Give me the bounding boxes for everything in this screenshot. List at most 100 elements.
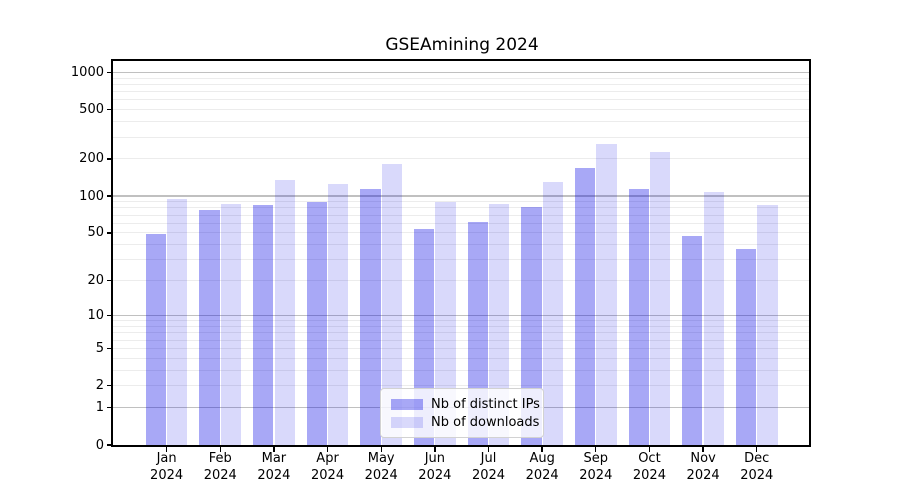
x-tick-label-mar: Mar 2024 bbox=[257, 451, 291, 483]
y-gridline-minor bbox=[113, 77, 809, 79]
bar-distinct-ips-dec bbox=[735, 248, 757, 445]
y-tick-label-200: 200 bbox=[79, 151, 104, 167]
y-gridline-minor bbox=[113, 232, 809, 234]
y-gridline-minor bbox=[113, 357, 809, 359]
legend-item-distinct-ips: Nb of distinct IPs bbox=[391, 397, 540, 412]
bar-distinct-ips-mar bbox=[253, 205, 274, 445]
legend: Nb of distinct IPs Nb of downloads bbox=[380, 388, 544, 438]
x-tick bbox=[702, 447, 704, 452]
y-gridline-minor bbox=[113, 320, 809, 322]
y-tick bbox=[107, 158, 113, 160]
y-tick bbox=[107, 232, 113, 234]
y-tick bbox=[107, 109, 113, 111]
y-gridline-minor bbox=[113, 201, 809, 203]
x-tick-label-apr: Apr 2024 bbox=[311, 451, 345, 483]
y-tick bbox=[107, 280, 113, 282]
bar-distinct-ips-jan bbox=[145, 234, 166, 445]
y-gridline-minor bbox=[113, 339, 809, 341]
x-tick bbox=[541, 447, 543, 452]
y-gridline-minor bbox=[113, 347, 809, 349]
y-gridline-minor bbox=[113, 325, 809, 327]
y-tick bbox=[107, 71, 113, 74]
y-gridline-minor bbox=[113, 121, 809, 123]
x-tick bbox=[595, 447, 597, 452]
x-tick bbox=[434, 447, 436, 452]
legend-swatch-distinct-ips bbox=[391, 399, 423, 410]
bar-downloads-sep bbox=[596, 144, 617, 445]
y-tick bbox=[107, 347, 113, 350]
y-gridline-minor bbox=[113, 99, 809, 101]
y-tick-label-50: 50 bbox=[87, 225, 104, 241]
y-gridline-minor bbox=[113, 109, 809, 111]
bar-downloads-dec bbox=[757, 205, 778, 445]
x-tick-label-may: May 2024 bbox=[364, 451, 398, 483]
x-tick bbox=[273, 447, 275, 452]
x-tick-label-jan: Jan 2024 bbox=[150, 451, 184, 483]
x-tick bbox=[380, 447, 382, 452]
y-tick-label-100: 100 bbox=[79, 188, 104, 204]
bar-downloads-apr bbox=[328, 183, 349, 445]
y-tick-label-2: 2 bbox=[95, 378, 104, 394]
y-gridline-major bbox=[113, 195, 809, 197]
bar-downloads-mar bbox=[274, 180, 295, 445]
y-gridline-minor bbox=[113, 280, 809, 282]
x-tick bbox=[756, 447, 758, 452]
x-tick bbox=[219, 447, 221, 452]
bar-downloads-may bbox=[381, 164, 403, 445]
y-tick-label-20: 20 bbox=[87, 273, 104, 289]
y-gridline-minor bbox=[113, 83, 809, 85]
x-tick-label-dec: Dec 2024 bbox=[740, 451, 774, 483]
y-tick-label-0: 0 bbox=[95, 437, 104, 453]
y-tick bbox=[107, 406, 113, 409]
bar-downloads-oct bbox=[650, 151, 671, 445]
y-tick-label-5: 5 bbox=[95, 340, 104, 356]
y-gridline-minor bbox=[113, 244, 809, 246]
y-tick bbox=[107, 444, 113, 446]
y-gridline-major bbox=[113, 71, 809, 74]
x-tick-label-nov: Nov 2024 bbox=[686, 451, 720, 483]
y-gridline-minor bbox=[113, 136, 809, 138]
legend-swatch-downloads bbox=[391, 417, 423, 428]
y-gridline-minor bbox=[113, 259, 809, 261]
bar-downloads-jul bbox=[489, 203, 510, 445]
y-gridline-minor bbox=[113, 222, 809, 224]
bar-downloads-feb bbox=[220, 203, 242, 445]
x-tick bbox=[165, 447, 168, 452]
legend-item-downloads: Nb of downloads bbox=[391, 415, 539, 430]
x-tick-label-oct: Oct 2024 bbox=[632, 451, 666, 483]
x-tick-label-jun: Jun 2024 bbox=[418, 451, 452, 483]
x-tick-label-sep: Sep 2024 bbox=[579, 451, 613, 483]
x-tick bbox=[326, 447, 329, 452]
bar-downloads-nov bbox=[703, 191, 724, 445]
x-tick-label-jul: Jul 2024 bbox=[471, 451, 506, 483]
bar-downloads-aug bbox=[542, 181, 564, 445]
y-gridline-minor bbox=[113, 214, 809, 216]
y-gridline-minor bbox=[113, 207, 809, 209]
y-gridline-major bbox=[113, 314, 809, 317]
y-tick bbox=[107, 314, 113, 317]
y-gridline-minor bbox=[113, 332, 809, 334]
bar-distinct-ips-aug bbox=[521, 206, 542, 445]
chart-title: GSEAmining 2024 bbox=[385, 35, 539, 55]
y-gridline-minor bbox=[113, 369, 809, 371]
y-tick-label-10: 10 bbox=[87, 308, 104, 324]
y-tick-label-1: 1 bbox=[95, 400, 104, 416]
bar-downloads-jan bbox=[167, 199, 188, 445]
bar-distinct-ips-sep bbox=[574, 168, 596, 445]
x-tick bbox=[648, 447, 651, 452]
y-gridline-minor bbox=[113, 385, 809, 387]
bar-distinct-ips-apr bbox=[306, 202, 327, 445]
y-gridline-minor bbox=[113, 91, 809, 93]
y-tick bbox=[107, 385, 113, 387]
bar-distinct-ips-oct bbox=[628, 188, 649, 445]
y-tick bbox=[107, 195, 113, 197]
x-tick-label-aug: Aug 2024 bbox=[525, 451, 559, 483]
y-tick-label-1000: 1000 bbox=[70, 64, 104, 80]
bar-distinct-ips-feb bbox=[199, 210, 220, 445]
x-tick-label-feb: Feb 2024 bbox=[203, 451, 237, 483]
x-tick bbox=[487, 447, 490, 452]
y-gridline-minor bbox=[113, 158, 809, 160]
legend-label-distinct-ips: Nb of distinct IPs bbox=[431, 397, 540, 412]
y-tick-label-500: 500 bbox=[79, 102, 104, 118]
